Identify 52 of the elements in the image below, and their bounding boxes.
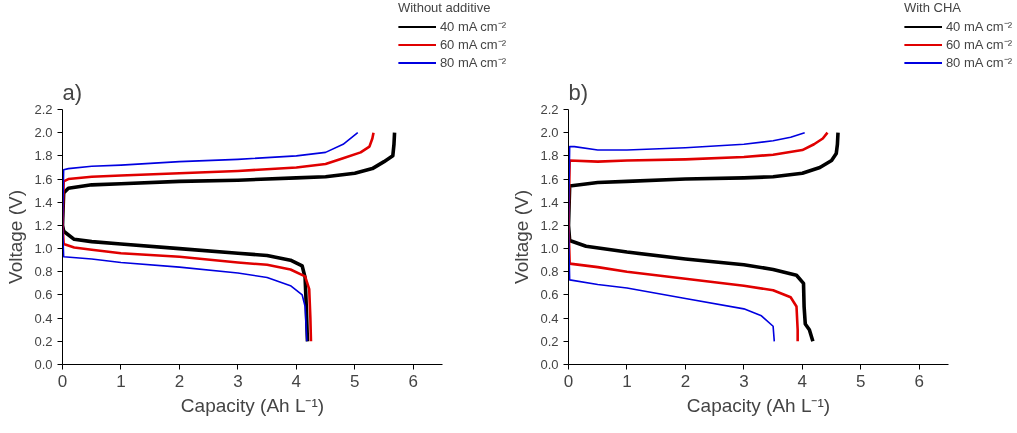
y-tick-label: 0.2: [540, 333, 559, 349]
x-tick-label: 1: [622, 371, 632, 391]
y-tick-label: 0.0: [34, 357, 53, 372]
chart-title: a): [62, 79, 83, 105]
y-tick-label: 1.6: [34, 171, 53, 187]
y-tick-label: 2.0: [34, 125, 53, 141]
legend-label: 60 mA cm⁻²: [439, 36, 506, 53]
y-tick-label: 1.2: [34, 217, 53, 233]
legend-label: 80 mA cm⁻²: [945, 54, 1012, 71]
x-tick-label: 6: [914, 371, 925, 391]
legend-label: 80 mA cm⁻²: [439, 54, 506, 71]
y-axis-title: Voltage (V): [511, 190, 533, 284]
y-tick-label: 2.2: [34, 102, 53, 117]
x-tick-label: 5: [350, 371, 360, 391]
legend-label: 60 mA cm⁻²: [945, 36, 1012, 53]
x-tick-label: 0: [57, 371, 68, 391]
y-tick-label: 1.4: [34, 194, 53, 210]
x-tick-label: 1: [116, 371, 126, 391]
legend-title: Without additive: [397, 0, 492, 15]
y-tick-label: 2.0: [540, 125, 559, 141]
y-tick-label: 1.8: [34, 148, 53, 164]
x-tick-label: 0: [563, 371, 574, 391]
x-tick-label: 2: [680, 371, 691, 391]
y-tick-label: 1.8: [540, 148, 559, 164]
y-tick-label: 0.4: [34, 310, 53, 326]
y-tick-label: 0.0: [540, 357, 559, 372]
x-tick-label: 4: [797, 371, 808, 391]
x-axis-title: Capacity (Ah L⁻¹): [180, 394, 325, 416]
legend-title: With CHA: [903, 0, 962, 15]
y-tick-label: 1.0: [34, 241, 53, 257]
x-tick-label: 5: [856, 371, 866, 391]
y-tick-label: 0.6: [540, 287, 559, 303]
legend-label: 40 mA cm⁻²: [439, 18, 506, 35]
y-tick-label: 1.6: [540, 171, 559, 187]
y-tick-label: 1.4: [540, 194, 559, 210]
x-tick-label: 3: [233, 371, 243, 391]
x-tick-label: 2: [174, 371, 185, 391]
y-tick-label: 0.8: [34, 264, 53, 280]
y-tick-label: 1.0: [540, 241, 559, 257]
x-axis-title: Capacity (Ah L⁻¹): [686, 394, 831, 416]
chart-title: b): [568, 79, 589, 105]
legend-label: 40 mA cm⁻²: [945, 18, 1012, 35]
y-axis-title: Voltage (V): [5, 190, 27, 284]
y-tick-label: 0.6: [34, 287, 53, 303]
y-tick-label: 1.2: [540, 217, 559, 233]
x-tick-label: 6: [408, 371, 419, 391]
y-tick-label: 0.4: [540, 310, 559, 326]
x-tick-label: 4: [291, 371, 302, 391]
x-tick-label: 3: [739, 371, 749, 391]
y-tick-label: 2.2: [540, 102, 559, 117]
y-tick-label: 0.8: [540, 264, 559, 280]
y-tick-label: 0.2: [34, 333, 53, 349]
